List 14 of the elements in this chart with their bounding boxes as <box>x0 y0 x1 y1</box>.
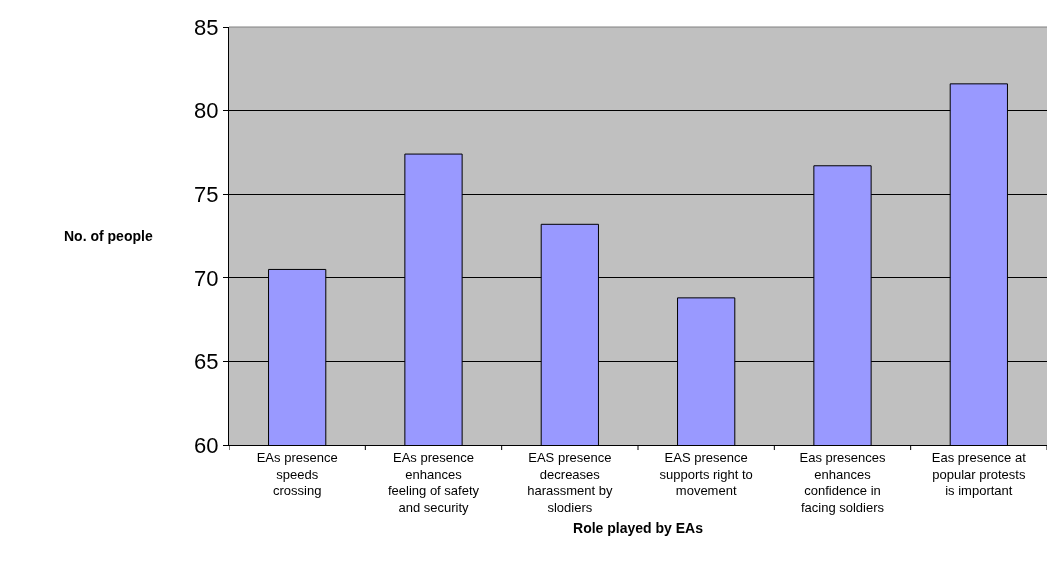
x-tick-label: EAS presence supports right to movement <box>659 449 753 499</box>
y-tick-label: 80 <box>194 98 219 124</box>
y-tick-label: 70 <box>194 265 219 291</box>
x-tick-label: Eas presences enhances confidence in facing soldiers <box>799 449 886 516</box>
y-tick-label: 65 <box>194 349 219 375</box>
y-axis-title: No. of people <box>64 228 153 244</box>
y-tick-label: 85 <box>194 14 219 40</box>
x-tick-label: EAS presence decreases harassment by slodiers <box>527 449 613 516</box>
x-tick-label: EAs presence enhances feeling of safety and security <box>387 449 480 516</box>
x-tick-label: EAs presence speeds crossing <box>256 449 338 499</box>
y-tick-label: 60 <box>194 432 219 458</box>
x-tick-label: Eas presence at popular protests is important <box>931 449 1027 499</box>
x-axis-title: Role played by EAs <box>573 519 704 536</box>
y-tick-label: 75 <box>194 181 219 207</box>
